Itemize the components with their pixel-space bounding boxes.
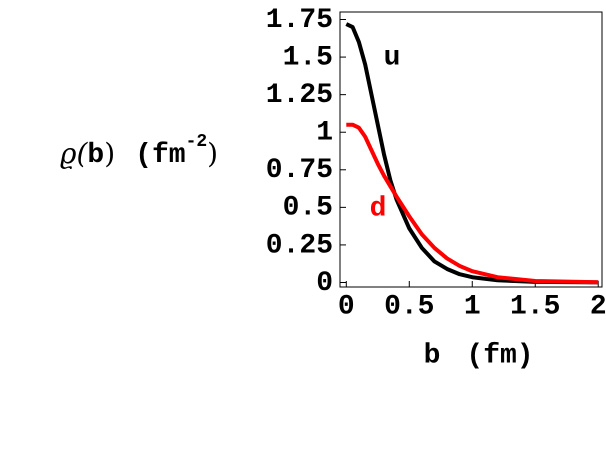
y-label-exponent: -2 <box>186 132 208 152</box>
series-line <box>345 22 599 285</box>
y-tick-label: 0.25 <box>266 230 333 261</box>
y-tick-label: 1.25 <box>266 80 333 111</box>
y-label-part: (fm <box>135 140 185 171</box>
y-label-part: ) <box>104 137 115 170</box>
y-tick-label: 0 <box>316 268 333 299</box>
y-tick-label: 1 <box>316 118 333 149</box>
y-axis-label: ϱ(b) (fm-2) <box>60 132 218 172</box>
y-label-part: b <box>87 140 104 171</box>
x-tick-label: 2 <box>590 291 606 322</box>
x-tick-label: 1.5 <box>510 291 560 322</box>
y-label-part: ϱ( <box>60 137 88 170</box>
y-tick-label: 1.5 <box>283 42 333 73</box>
x-axis-label: b <box>424 340 441 371</box>
x-tick-label: 0 <box>338 291 355 322</box>
curve-label: d <box>370 193 387 224</box>
plot-frame <box>339 11 603 288</box>
y-tick-label: 1.75 <box>266 5 333 36</box>
x-axis-label: (fm) <box>466 340 533 371</box>
y-label-part: ) <box>207 137 218 170</box>
curve-label: u <box>384 42 401 73</box>
series-line <box>346 122 599 285</box>
x-tick-label: 0.5 <box>384 291 434 322</box>
y-tick-label: 0.75 <box>266 155 333 186</box>
y-tick-label: 0.5 <box>283 193 333 224</box>
x-tick-label: 1 <box>464 291 481 322</box>
